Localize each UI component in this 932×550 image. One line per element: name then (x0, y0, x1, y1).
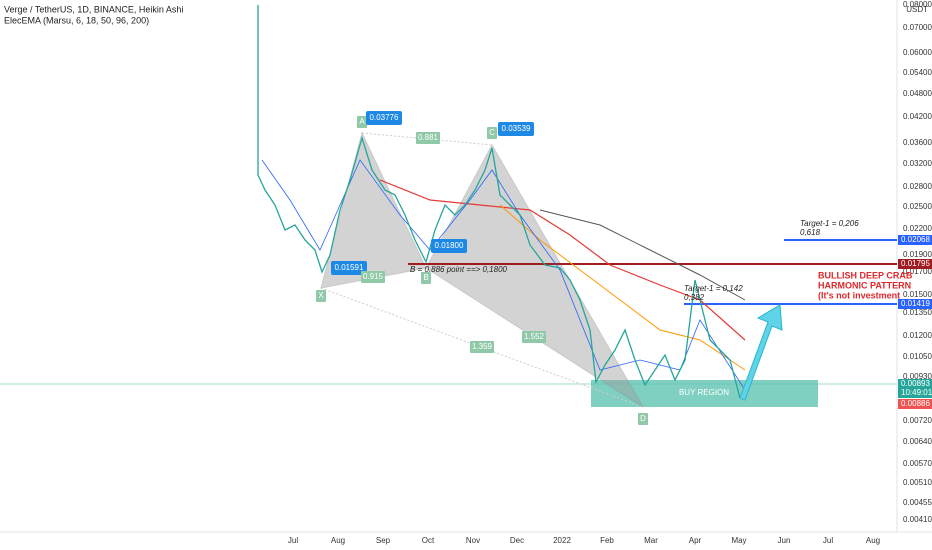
target-note: 0,618 (800, 228, 821, 237)
price-tag-text: 0.03776 (370, 113, 399, 122)
price-label: 0.01900 (903, 250, 932, 259)
price-label: 0.03200 (903, 159, 932, 168)
ratio-tag (522, 331, 546, 343)
price-label: 0.01050 (903, 352, 932, 361)
price-tag-text: 0.03539 (502, 124, 531, 133)
price-badge (898, 388, 932, 398)
time-label: 2022 (553, 536, 571, 545)
price-tag (498, 122, 534, 136)
price-tag (431, 239, 467, 253)
target-note: 0,382 (684, 293, 705, 302)
ratio-text: 1.552 (524, 332, 545, 341)
point-label: X (318, 291, 324, 300)
price-label: 0.02500 (903, 202, 932, 211)
price-label: 0.06000 (903, 48, 932, 57)
ratio-text: 1.359 (472, 342, 493, 351)
pattern-title: HARMONIC PATTERN (818, 280, 911, 290)
buy-region (591, 380, 818, 407)
time-label: Nov (466, 536, 480, 545)
buy-region-label: BUY REGION (679, 388, 729, 397)
ratio-tag (416, 132, 440, 144)
time-label: Mar (644, 536, 658, 545)
ratio-tag (470, 341, 494, 353)
price-label: 0.05400 (903, 68, 932, 77)
target-note: Target-1 = 0,142 (684, 284, 743, 293)
point-tag (487, 127, 497, 139)
price-badge-text: 0.02068 (901, 235, 930, 244)
point-label: D (640, 414, 646, 423)
price-label: 0.01500 (903, 290, 932, 299)
price-label: 0.00570 (903, 459, 932, 468)
price-label: 0.00410 (903, 515, 932, 524)
price-label: 0.03600 (903, 138, 932, 147)
ratio-tag (361, 271, 385, 283)
ema-96 (379, 179, 746, 341)
price-label: 0.04800 (903, 89, 932, 98)
projection-arrow (739, 304, 783, 401)
point-tag (638, 413, 648, 425)
price-label: 0.04200 (903, 112, 932, 121)
point-label: B (423, 273, 428, 282)
target-note: Target-1 = 0,206 (800, 219, 859, 228)
ema-200 (539, 209, 746, 301)
price-badge (898, 299, 932, 309)
price-badge (898, 399, 932, 409)
ema-18 (261, 159, 746, 391)
time-label: Aug (331, 536, 345, 545)
pattern-title: BULLISH DEEP CRAB (818, 270, 913, 280)
point-label: A (359, 117, 365, 126)
price-badge-text: 0.01795 (901, 259, 930, 268)
time-label: Jul (823, 536, 833, 545)
price-badge-text: 10:49:01 (901, 388, 932, 397)
point-tag (316, 290, 326, 302)
point-label: C (489, 128, 495, 137)
price-badge (898, 259, 932, 269)
price-label: 0.01350 (903, 308, 932, 317)
ema-50 (499, 204, 746, 371)
time-label: Dec (510, 536, 524, 545)
indicator: ElecEMA (Marsu, 6, 18, 50, 96, 200) (4, 15, 149, 25)
time-label: Jun (778, 536, 791, 545)
time-label: Aug (866, 536, 880, 545)
price-label: 0.08000 (903, 0, 932, 9)
b-note: B = 0.886 point ==> 0,1800 (410, 265, 508, 274)
price-line (257, 5, 741, 399)
price-tag (366, 111, 402, 125)
ratio-text: 0.915 (363, 272, 384, 281)
title: Verge / TetherUS, 1D, BINANCE, Heikin As… (4, 4, 183, 14)
currency: USDT (906, 5, 928, 14)
price-label: 0.01200 (903, 331, 932, 340)
price-tag (331, 261, 367, 275)
price-badge-text: 0.00886 (901, 399, 930, 408)
ratio-text: 0.881 (418, 133, 439, 142)
price-label: 0.00640 (903, 437, 932, 446)
price-label: 0.01700 (903, 267, 932, 276)
price-tag-text: 0.01591 (335, 263, 364, 272)
price-label: 0.00720 (903, 416, 932, 425)
price-badge-text: 0.01419 (901, 299, 930, 308)
time-label: Apr (689, 536, 702, 545)
price-label: 0.07000 (903, 23, 932, 32)
pattern-title: (It's not investment (818, 290, 900, 300)
price-tag-text: 0.01800 (435, 241, 464, 250)
time-label: May (731, 536, 746, 545)
price-badge-text: 0.00893 (901, 379, 930, 388)
time-label: Sep (376, 536, 391, 545)
price-label: 0.02800 (903, 182, 932, 191)
time-label: Feb (600, 536, 614, 545)
price-badge (898, 379, 932, 389)
xd-line (320, 287, 644, 408)
time-label: Jul (288, 536, 298, 545)
point-tag (421, 272, 431, 284)
price-badge (898, 235, 932, 245)
price-label: 0.02200 (903, 224, 932, 233)
price-label: 0.00510 (903, 478, 932, 487)
time-label: Oct (422, 536, 435, 545)
price-label: 0.00930 (903, 372, 932, 381)
price-label: 0.00455 (903, 498, 932, 507)
point-tag (357, 116, 367, 128)
